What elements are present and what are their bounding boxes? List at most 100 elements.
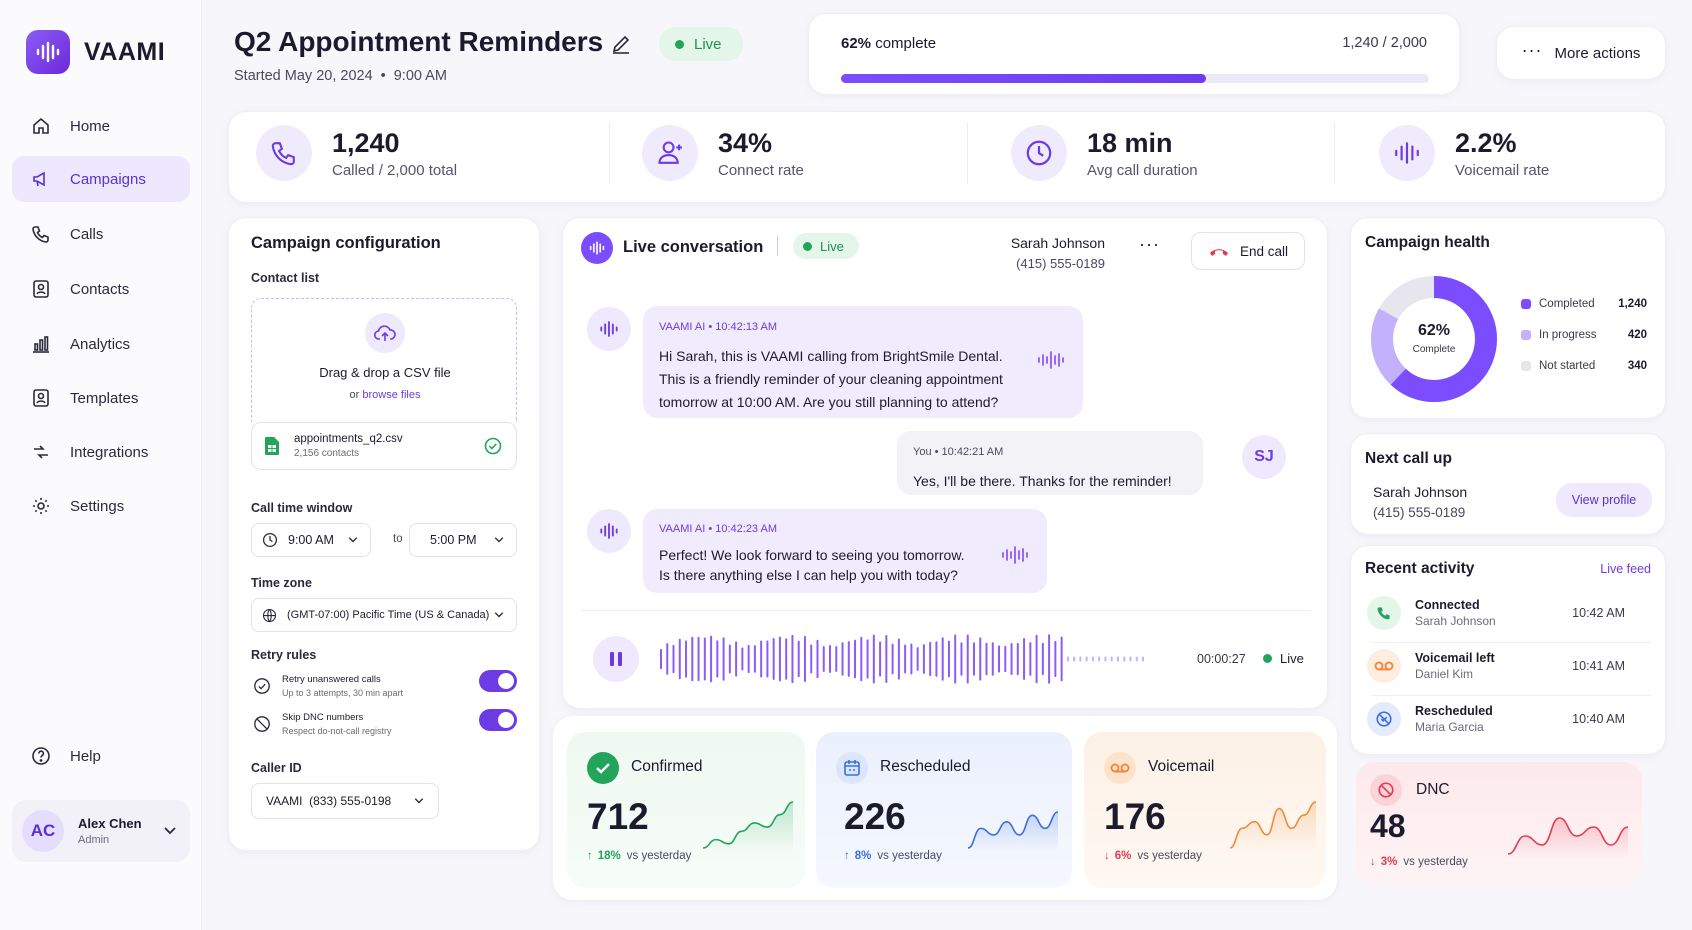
activity-item[interactable]: Rescheduled Maria Garcia 10:40 AM [1351,694,1645,744]
nav-label: Integrations [70,443,149,461]
next-call-name: Sarah Johnson [1373,484,1468,500]
outcome-card-dnc[interactable]: DNC 48 ↓ 3% vs yesterday [1356,762,1642,886]
arrow-up-icon: ↑ [587,850,593,862]
stat-called: 1,240 Called / 2,000 total [256,125,457,181]
browse-files-link[interactable]: browse files [362,389,421,401]
view-profile-button[interactable]: View profile [1556,483,1652,517]
start-time-select[interactable]: 9:00 AM [251,523,371,557]
file-name: appointments_q2.csv [294,433,403,445]
nav-label: Home [70,117,111,135]
megaphone-icon [30,168,52,190]
audio-wave-icon[interactable] [1001,545,1031,565]
csv-dropzone[interactable]: Drag & drop a CSV file or browse files [251,298,517,422]
nav-item-home[interactable]: Home [12,103,190,149]
ai-avatar [587,509,631,553]
nav-item-integrations[interactable]: Integrations [12,429,190,475]
user-name: Alex Chen [78,816,142,831]
live-feed-link[interactable]: Live feed [1600,562,1651,576]
divider [967,122,968,184]
nav-item-calls[interactable]: Calls [12,211,190,257]
legend-not-started: Not started 340 [1521,360,1647,372]
chevron-down-icon[interactable] [164,827,176,835]
chevron-down-icon [414,798,424,804]
outcome-card-confirmed[interactable]: Confirmed 712 ↑ 18% vs yesterday [567,732,805,888]
contact-name: Sarah Johnson [1010,235,1105,251]
arrow-down-icon: ↓ [1370,856,1376,868]
nav-item-analytics[interactable]: Analytics [12,321,190,367]
more-icon: ··· [1521,39,1543,60]
skip-dnc-sub: Respect do-not-call registry [282,726,392,736]
call-timer: 00:00:27 [1197,652,1246,666]
sparkline-dnc [1507,817,1629,858]
campaign-started: Started May 20, 2024 • 9:00 AM [234,68,447,84]
skip-dnc-toggle[interactable] [479,709,517,731]
activity-item[interactable]: Voicemail left Daniel Kim 10:41 AM [1351,641,1645,691]
help-icon [30,745,52,767]
nav-item-contacts[interactable]: Contacts [12,266,190,312]
cloud-upload-icon [365,313,405,353]
conversation-status-badge: Live [793,233,859,259]
legend-in-progress: In progress 420 [1521,329,1647,341]
voicemail-icon [1367,649,1401,683]
nav-label: Analytics [70,335,131,353]
nav-item-settings[interactable]: Settings [12,483,190,529]
end-call-button[interactable]: End call [1191,232,1305,270]
sparkline-area [1508,818,1628,858]
waveform-icon [1379,125,1435,181]
nav-item-campaigns[interactable]: Campaigns [12,156,190,202]
sparkline-line [702,801,794,849]
file-meta: 2,156 contacts [294,448,360,459]
help-label: Help [70,747,101,765]
outcome-card-rescheduled[interactable]: Rescheduled 226 ↑ 8% vs yesterday [816,732,1072,888]
health-title: Campaign health [1365,234,1490,251]
browse-line: or browse files [349,389,421,401]
sparkline-area [968,812,1058,852]
stat-avg-duration: 18 min Avg call duration [1011,125,1198,181]
sparkline-line [1507,817,1629,855]
retry-unanswered-toggle[interactable] [479,670,517,692]
skip-dnc-title: Skip DNC numbers [282,712,364,723]
sparkline-voicemail [1229,801,1317,852]
outcome-card-voicemail[interactable]: Voicemail 176 ↓ 6% vs yesterday [1084,732,1326,888]
contact-list-label: Contact list [251,271,320,285]
timezone-select[interactable]: (GMT-07:00) Pacific Time (US & Canada) [251,598,517,632]
user-menu[interactable]: AC Alex Chen Admin [12,800,190,862]
health-donut [1371,276,1497,402]
live-conversation-card: Live conversation Live Sarah Johnson (41… [562,217,1328,709]
progress-bar-fill [841,74,1206,83]
calendar-icon [836,752,868,784]
clock-icon [262,532,278,548]
status-badge: Live [659,27,743,61]
end-time-select[interactable]: 5:00 PM [409,523,517,557]
more-actions-button[interactable]: ··· More actions [1496,26,1666,80]
progress-bar [841,74,1429,83]
audio-wave-icon[interactable] [1037,350,1067,370]
nav-label: Templates [70,389,139,407]
sparkline-rescheduled [967,811,1059,852]
caller-id-select[interactable]: VAAMI (833) 555-0198 [251,783,439,819]
to-label: to [393,533,403,545]
voicemail-icon [1104,752,1136,784]
more-icon[interactable]: ··· [1139,234,1160,254]
call-window-label: Call time window [251,501,353,515]
sidebar: VAAMI Home Campaigns Calls Contacts Anal… [0,0,202,930]
activity-item[interactable]: Connected Sarah Johnson 10:42 AM [1351,588,1645,638]
pause-button[interactable] [593,636,639,682]
caller-id-label: Caller ID [251,761,302,775]
donut-center-label: Complete [1412,344,1456,355]
contacts-icon [30,278,52,300]
user-message: You • 10:42:21 AM Yes, I'll be there. Th… [897,431,1203,495]
block-icon [1370,774,1402,806]
nav-item-templates[interactable]: Templates [12,375,190,421]
chevron-down-icon [494,537,504,543]
ai-message: VAAMI AI • 10:42:13 AM Hi Sarah, this is… [643,306,1083,418]
reschedule-icon [1367,702,1401,736]
audio-waveform[interactable] [657,632,1147,686]
nav-item-help[interactable]: Help [12,733,190,779]
sparkline-confirmed [702,801,794,852]
edit-icon[interactable] [610,33,632,55]
arrow-up-icon: ↑ [844,850,850,862]
logo-icon [26,30,70,74]
stat-voicemail-rate: 2.2% Voicemail rate [1379,125,1549,181]
spreadsheet-icon [264,436,280,456]
